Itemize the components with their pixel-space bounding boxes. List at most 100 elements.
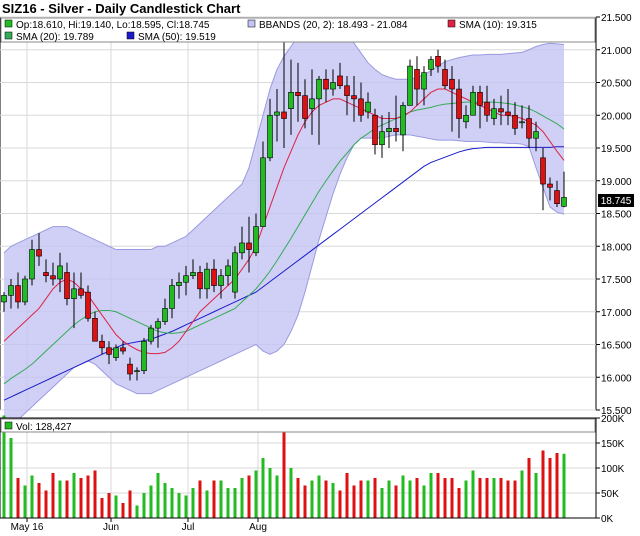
candle-body	[449, 78, 455, 90]
candle-body	[547, 183, 553, 188]
volume-bar	[331, 483, 335, 518]
candle-body	[407, 65, 413, 106]
volume-bar	[450, 478, 454, 518]
volume-tick-label: 0K	[601, 514, 614, 525]
volume-bar	[289, 468, 293, 518]
volume-bar	[198, 480, 202, 518]
price-tick-label: 19.000	[601, 177, 632, 188]
candle-body	[204, 268, 210, 290]
date-tick-label: Jul	[182, 522, 195, 533]
candle-body	[477, 92, 483, 106]
price-legend	[0, 17, 596, 43]
volume-tick-label: 50K	[601, 489, 619, 500]
candle-body	[421, 72, 427, 90]
candle-body	[8, 285, 14, 296]
volume-bar	[562, 453, 566, 518]
candle-body	[519, 121, 525, 124]
volume-bar	[23, 485, 27, 518]
candle-body	[428, 59, 434, 70]
volume-bar	[135, 505, 139, 518]
candle-body	[456, 88, 462, 119]
date-tick-label: Aug	[249, 522, 267, 533]
date-axis: May 16 Jun Jul Aug	[11, 518, 267, 533]
volume-bar	[261, 458, 265, 518]
candle-body	[197, 272, 203, 290]
volume-bar	[163, 483, 167, 518]
volume-bar	[380, 488, 384, 518]
volume-bar	[338, 490, 342, 518]
candle-body	[162, 308, 168, 322]
volume-bar	[443, 478, 447, 518]
candle-body	[533, 131, 539, 139]
volume-bar	[58, 480, 62, 518]
price-tick-label: 17.500	[601, 275, 632, 286]
candle-body	[358, 98, 364, 116]
candle-body	[134, 370, 140, 373]
candle-body	[260, 157, 266, 227]
volume-bar	[436, 473, 440, 518]
candle-body	[435, 55, 441, 67]
sma20-legend-swatch	[4, 31, 13, 40]
volume-bar	[429, 473, 433, 518]
candle-body	[309, 98, 315, 109]
candle-body	[120, 347, 126, 352]
candle-body	[232, 252, 238, 293]
candle-body	[225, 265, 231, 277]
volume-bar	[352, 485, 356, 518]
volume-bar	[324, 480, 328, 518]
candle-body	[78, 288, 84, 296]
volume-bar	[142, 493, 146, 518]
candle-body	[50, 275, 56, 280]
volume-axis: 200K 150K 100K 50K 0K	[596, 414, 625, 525]
volume-bar	[93, 470, 97, 518]
volume-bar	[422, 485, 426, 518]
price-tick-label: 16.500	[601, 341, 632, 352]
volume-bar	[457, 488, 461, 518]
sma20-legend-text: SMA (20): 19.789	[16, 32, 94, 43]
candle-body	[484, 101, 490, 116]
chart-title: SIZ16 - Silver - Daily Candlestick Chart	[2, 1, 241, 16]
candle-body	[218, 275, 224, 286]
volume-bar	[527, 458, 531, 518]
candle-body	[148, 327, 154, 342]
volume-bar	[65, 480, 69, 518]
volume-legend-text: Vol: 128,427	[16, 422, 72, 433]
volume-bar	[156, 473, 160, 518]
price-tick-label: 21.000	[601, 46, 632, 57]
candle-body	[463, 114, 469, 123]
candle-body	[183, 275, 189, 283]
candle-body	[295, 92, 301, 96]
volume-bar	[345, 473, 349, 518]
candle-body	[288, 92, 294, 109]
volume-bar	[471, 470, 475, 518]
volume-tick-label: 100K	[601, 464, 625, 475]
volume-bar	[121, 503, 125, 518]
volume-legend	[0, 418, 596, 433]
volume-bar	[408, 480, 412, 518]
price-tick-label: 16.000	[601, 373, 632, 384]
candle-body	[141, 340, 147, 372]
candle-body	[99, 340, 105, 349]
price-tick-label: 15.500	[601, 406, 632, 417]
volume-bar	[303, 485, 307, 518]
candle-body	[127, 363, 133, 375]
candle-body	[85, 291, 91, 319]
volume-bar	[226, 488, 230, 518]
candle-body	[64, 272, 70, 299]
candle-body	[505, 111, 511, 116]
candle-body	[316, 78, 322, 100]
volume-bar	[534, 473, 538, 518]
candle-body	[92, 317, 98, 342]
candle-body	[365, 101, 371, 113]
candle-body	[351, 95, 357, 100]
price-tick-label: 20.500	[601, 79, 632, 90]
volume-bar	[191, 488, 195, 518]
candle-body	[253, 226, 259, 254]
candle-body	[29, 249, 35, 280]
candle-body	[442, 69, 448, 87]
candle-body	[246, 242, 252, 250]
sma50-legend-swatch	[126, 31, 135, 40]
candle-body	[393, 128, 399, 132]
volume-bar	[541, 450, 545, 518]
candle-body	[386, 128, 392, 132]
